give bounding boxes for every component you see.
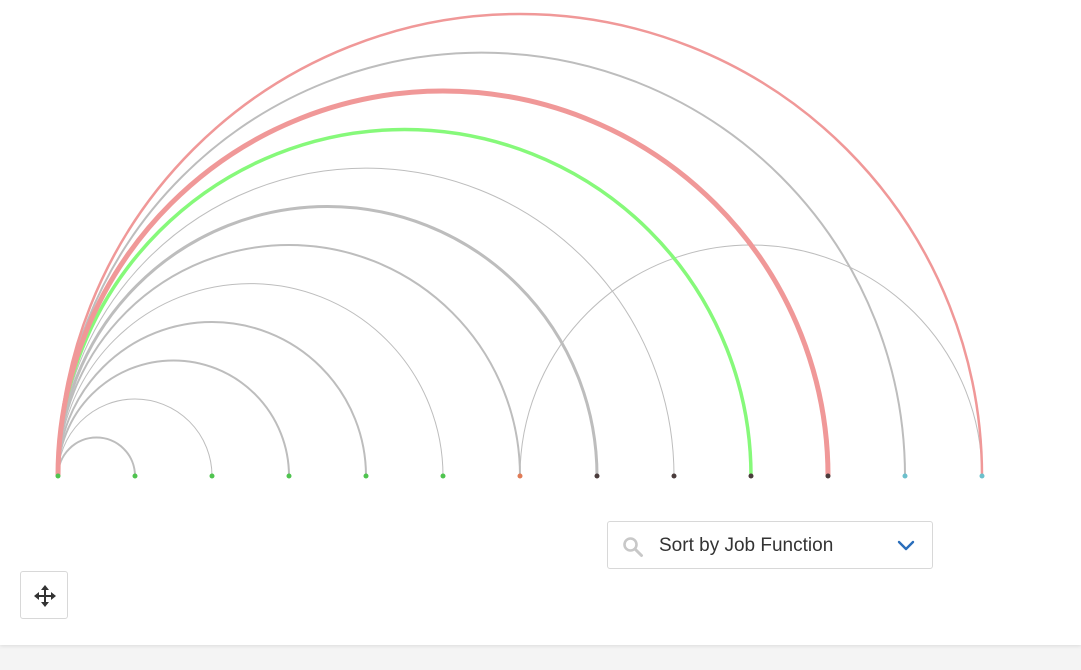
arc-node[interactable]	[979, 473, 985, 479]
arc-nodes	[55, 473, 985, 479]
arc-link[interactable]	[57, 244, 521, 477]
arc-link[interactable]	[56, 205, 599, 477]
sort-dropdown[interactable]: Sort by Job Function	[607, 521, 933, 569]
arc-diagram	[55, 12, 985, 479]
arc-node[interactable]	[209, 473, 215, 479]
arc-node[interactable]	[594, 473, 600, 479]
arc-link[interactable]	[57, 398, 213, 477]
arc-node[interactable]	[132, 473, 138, 479]
arc-link[interactable]	[57, 283, 444, 477]
arc-node[interactable]	[671, 473, 677, 479]
arc-node[interactable]	[440, 473, 446, 479]
arc-node[interactable]	[286, 473, 292, 479]
search-icon	[622, 536, 644, 563]
arc-link[interactable]	[56, 12, 984, 477]
chevron-down-icon[interactable]	[897, 539, 915, 557]
sort-dropdown-label: Sort by Job Function	[659, 535, 834, 556]
arc-node[interactable]	[363, 473, 369, 479]
arc-link[interactable]	[57, 167, 675, 477]
arc-node[interactable]	[748, 473, 754, 479]
arc-link[interactable]	[57, 321, 367, 477]
visualization-panel: Sort by Job Function	[0, 0, 1081, 645]
arc-node[interactable]	[517, 473, 523, 479]
arc-link[interactable]	[57, 359, 290, 477]
arc-link[interactable]	[55, 88, 831, 477]
arc-node[interactable]	[902, 473, 908, 479]
move-arrows-icon	[34, 585, 56, 607]
move-button[interactable]	[20, 571, 68, 619]
arc-links	[55, 12, 984, 477]
arc-node[interactable]	[55, 473, 61, 479]
arc-link[interactable]	[57, 436, 136, 477]
arc-node[interactable]	[825, 473, 831, 479]
arc-link[interactable]	[56, 127, 753, 477]
arc-link[interactable]	[57, 51, 906, 477]
